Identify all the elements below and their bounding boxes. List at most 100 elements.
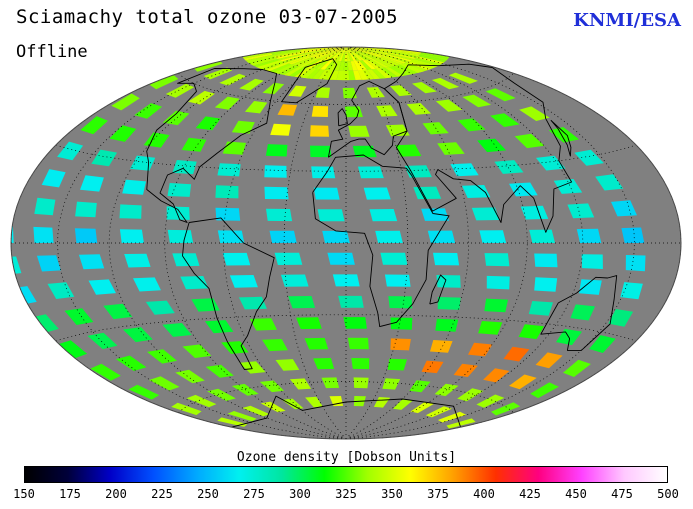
- swath-tile: [406, 103, 432, 115]
- coastline-greenland: [281, 58, 338, 104]
- swath-tile: [581, 254, 603, 269]
- swath-tile: [348, 125, 370, 137]
- swath-tile: [273, 64, 296, 74]
- swath-tile: [270, 123, 291, 136]
- swath-tile: [74, 228, 98, 243]
- swath-tile: [352, 145, 377, 158]
- swath-tile: [457, 388, 484, 402]
- swath-tile: [491, 402, 521, 416]
- swath-tile: [347, 52, 354, 62]
- swath-tile: [608, 309, 634, 327]
- swath-tile: [563, 359, 591, 377]
- swath-tile: [392, 65, 414, 75]
- swath-tile: [336, 70, 344, 81]
- swath-tile: [75, 201, 97, 218]
- swath-tile: [484, 298, 508, 313]
- swath-tile: [242, 52, 272, 59]
- swath-tile: [330, 70, 339, 80]
- swath-tile: [534, 253, 558, 268]
- swath-tile: [350, 61, 358, 71]
- swath-tile: [548, 127, 580, 143]
- swath-tile: [385, 124, 410, 137]
- swath-tile: [47, 282, 75, 299]
- swath-tile: [311, 105, 329, 117]
- swath-tile: [363, 187, 391, 200]
- swath-tile: [78, 254, 105, 270]
- swath-tile: [387, 358, 407, 371]
- swath-tile: [285, 55, 310, 64]
- swath-tile: [326, 51, 340, 61]
- swath-tile: [348, 70, 356, 81]
- swath-tile: [36, 255, 61, 272]
- swath-tile: [339, 47, 351, 52]
- swath-tile: [321, 51, 338, 60]
- swath-tile: [259, 380, 284, 393]
- swath-tile: [437, 142, 465, 155]
- swath-tile: [621, 227, 645, 243]
- swath-tile: [332, 47, 356, 51]
- swath-tile: [122, 179, 146, 195]
- swath-tile: [253, 59, 281, 68]
- swath-tile: [128, 384, 160, 400]
- swath-tile: [357, 70, 368, 80]
- swath-tile: [277, 53, 305, 61]
- swath-tile: [147, 349, 177, 364]
- swath-tile: [409, 60, 436, 69]
- swath-tile: [380, 67, 398, 78]
- swath-tile: [344, 52, 348, 62]
- swath-tile: [494, 160, 524, 174]
- swath-tile: [446, 418, 476, 429]
- swath-tile: [378, 57, 400, 66]
- swath-tile: [437, 411, 467, 423]
- swath-tile: [119, 204, 142, 219]
- swath-tile: [57, 141, 84, 161]
- colorbar-tick-label: 500: [657, 487, 679, 501]
- swath-tile: [322, 230, 350, 243]
- swath-tile: [242, 405, 270, 417]
- swath-tile: [239, 361, 266, 374]
- swath-tile: [307, 49, 332, 57]
- swath-tile: [309, 50, 333, 57]
- colorbar-tick-label: 425: [519, 487, 541, 501]
- swath-tile: [346, 52, 351, 62]
- swath-tile: [369, 209, 398, 222]
- swath-tile: [358, 50, 381, 58]
- coastline-antarctica: [231, 395, 462, 428]
- swath-tile: [363, 48, 392, 52]
- swath-tile: [361, 49, 388, 55]
- swath-tile: [217, 230, 245, 243]
- swath-tile: [342, 70, 350, 81]
- swath-tile: [288, 85, 307, 97]
- swath-tile: [269, 230, 297, 243]
- swath-tile: [375, 230, 403, 243]
- swath-tile: [338, 295, 364, 308]
- colorbar-tick-label: 200: [105, 487, 127, 501]
- swath-tile: [520, 205, 549, 220]
- swath-tile: [358, 166, 384, 179]
- figure-subtitle: Offline: [16, 42, 88, 62]
- swath-tile: [231, 120, 255, 134]
- swath-tile: [388, 66, 409, 76]
- swath-tile: [514, 133, 545, 149]
- swath-tile: [338, 47, 352, 52]
- swath-tile: [288, 296, 316, 309]
- swath-tile: [356, 51, 376, 59]
- swath-tile: [363, 47, 393, 51]
- coastline-africa: [312, 154, 450, 328]
- swath-tile: [57, 340, 88, 359]
- swath-tile: [361, 49, 389, 55]
- swath-tile: [353, 60, 363, 71]
- swath-tile: [338, 47, 358, 52]
- coastline-asia: [383, 63, 573, 233]
- swath-tile: [353, 51, 368, 60]
- swath-tile: [419, 53, 449, 61]
- swath-tile: [188, 90, 215, 105]
- swath-tile: [34, 197, 56, 216]
- swath-tile: [306, 49, 332, 56]
- swath-tile: [317, 209, 345, 222]
- swath-tile: [299, 58, 319, 67]
- swath-tile: [145, 300, 175, 315]
- coastline-north-america: [146, 68, 278, 223]
- swath-tile: [503, 346, 530, 362]
